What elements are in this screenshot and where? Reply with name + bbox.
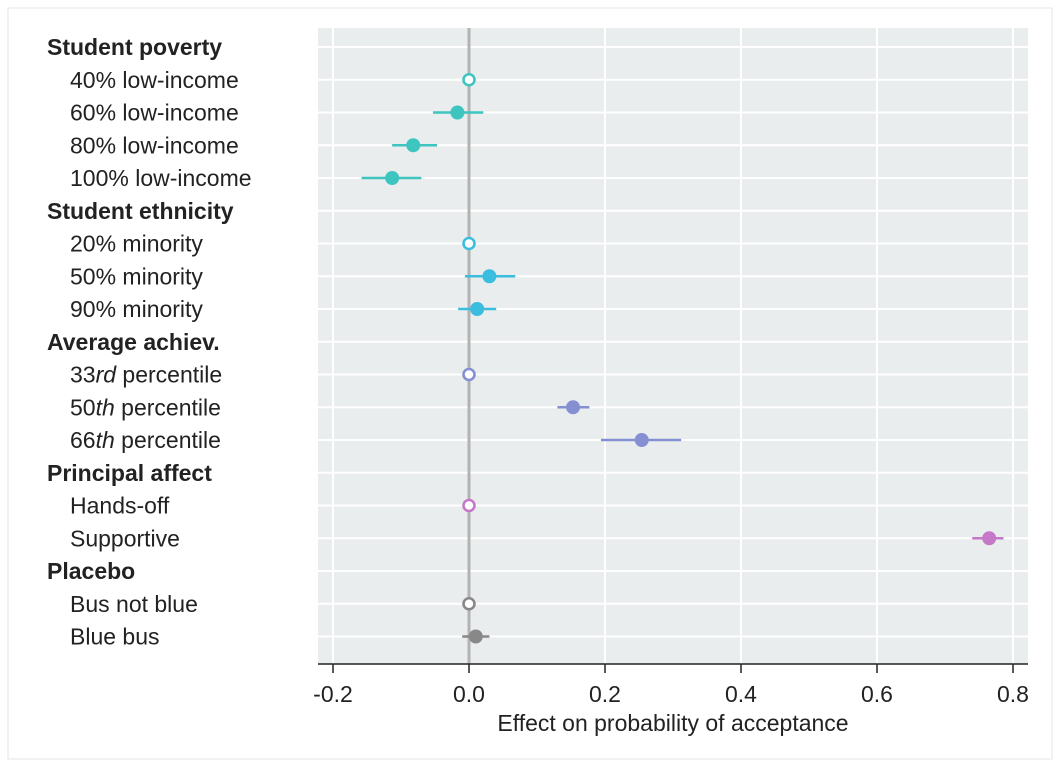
- row-label-suffix: percentile: [116, 362, 222, 388]
- reference-point: [462, 236, 476, 251]
- row-label: 100% low-income: [70, 165, 252, 191]
- group-header: Average achiev.: [47, 329, 220, 355]
- row-label: 50% minority: [70, 263, 203, 289]
- point-estimate: [450, 105, 465, 120]
- group-header: Student ethnicity: [47, 198, 234, 224]
- row-label: 33rd percentile: [70, 362, 222, 388]
- point-estimate: [385, 171, 400, 185]
- x-tick-label: 0.8: [997, 681, 1029, 707]
- row-label-number: 33: [70, 362, 96, 388]
- row-label: 60% low-income: [70, 100, 239, 126]
- row-label-number: 50: [70, 394, 96, 420]
- reference-point: [462, 596, 476, 611]
- row-label: 66th percentile: [70, 427, 221, 453]
- row-label: Blue bus: [70, 624, 160, 650]
- group-header: Principal affect: [47, 460, 212, 486]
- row-label-number: 66: [70, 427, 96, 453]
- row-label: 80% low-income: [70, 132, 239, 158]
- x-tick-label: 0.0: [453, 681, 485, 707]
- row-label: 50th percentile: [70, 394, 221, 420]
- x-axis-label: Effect on probability of acceptance: [497, 710, 848, 736]
- reference-point: [462, 367, 476, 382]
- reference-point: [462, 498, 476, 513]
- row-label: 90% minority: [70, 296, 203, 322]
- x-tick-label: -0.2: [313, 681, 353, 707]
- chart-marks: [361, 72, 1004, 644]
- row-labels: Student poverty 40% low-income 60% low-inc…: [47, 34, 252, 650]
- group-header: Placebo: [47, 558, 135, 584]
- row-label: Hands-off: [70, 493, 170, 519]
- row-label-ordinal: th: [96, 394, 115, 420]
- x-tick-label: 0.2: [589, 681, 621, 707]
- gridlines: [318, 28, 1028, 664]
- point-estimate: [982, 531, 997, 546]
- x-tick-label: 0.4: [725, 681, 757, 707]
- group-header: Student poverty: [47, 34, 222, 60]
- row-label-suffix: percentile: [115, 394, 221, 420]
- reference-point: [462, 72, 476, 87]
- point-estimate: [634, 433, 649, 447]
- row-label: Supportive: [70, 525, 180, 551]
- point-estimate: [470, 302, 485, 316]
- row-label-suffix: percentile: [115, 427, 221, 453]
- row-label: Bus not blue: [70, 591, 198, 617]
- row-label: 20% minority: [70, 231, 203, 257]
- row-label: 40% low-income: [70, 67, 239, 93]
- row-label-ordinal: rd: [96, 362, 118, 388]
- point-estimate: [468, 629, 483, 644]
- x-axis-ticks: -0.2 0.0 0.2 0.4 0.6 0.8: [313, 664, 1029, 707]
- x-tick-label: 0.6: [861, 681, 893, 707]
- plot-area: [318, 28, 1028, 664]
- point-estimate: [406, 138, 421, 153]
- point-estimate: [566, 400, 581, 415]
- point-estimate: [482, 269, 497, 284]
- row-label-ordinal: th: [96, 427, 115, 453]
